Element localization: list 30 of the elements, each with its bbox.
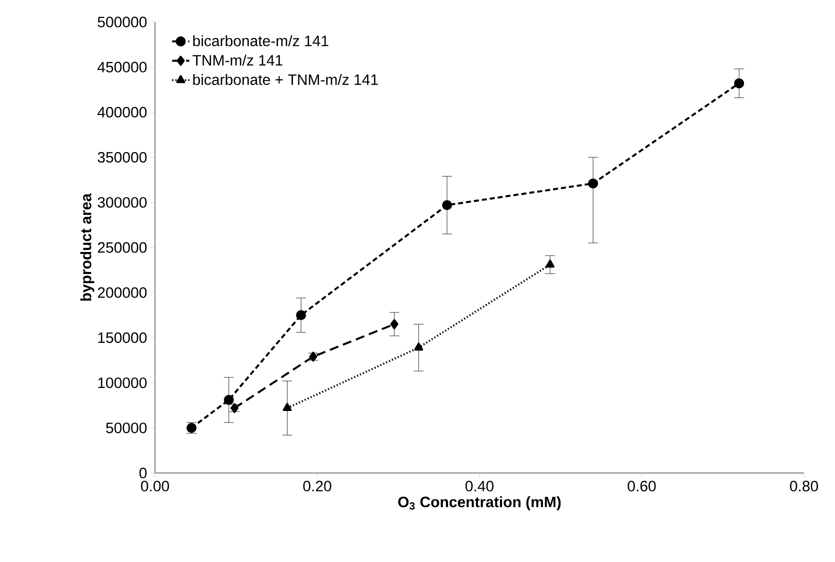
point bbox=[546, 260, 555, 268]
y-tick-label: 150000 bbox=[98, 332, 147, 343]
point bbox=[296, 310, 306, 320]
legend-label: bicarbonate + TNM-m/z 141 bbox=[193, 74, 378, 85]
y-tick-label: 50000 bbox=[106, 422, 147, 434]
x-tick-label: 0.60 bbox=[628, 480, 656, 492]
y-tick-label: 250000 bbox=[98, 242, 147, 253]
x-tick-label: 0.00 bbox=[140, 480, 170, 492]
y-tick-label: 100000 bbox=[98, 377, 147, 388]
point bbox=[734, 78, 744, 88]
point bbox=[282, 403, 292, 412]
text: O$_{3}$ Concentration (mM) bbox=[398, 496, 561, 510]
y-axis-title: byproduct area bbox=[80, 193, 94, 301]
y-tick-label: 450000 bbox=[98, 62, 147, 72]
x-tick-label: 0.40 bbox=[465, 480, 494, 492]
x-tick-label: 0.80 bbox=[790, 480, 818, 492]
y-tick-label: 400000 bbox=[98, 106, 147, 118]
y-tick-label: 300000 bbox=[98, 197, 147, 208]
point bbox=[390, 319, 398, 330]
legend-label: TNM-m/z 141 bbox=[192, 54, 282, 66]
x-tick-label: 0.20 bbox=[303, 480, 332, 492]
legend-label: bicarbonate-m/z 141 bbox=[193, 35, 328, 46]
point bbox=[588, 178, 598, 188]
y-tick-label: 500000 bbox=[98, 16, 147, 28]
y-tick-label: 0 bbox=[139, 468, 147, 478]
y-tick-label: 350000 bbox=[98, 152, 147, 163]
y-tick-label: 200000 bbox=[98, 287, 147, 298]
point bbox=[414, 342, 424, 351]
point bbox=[224, 394, 234, 405]
point bbox=[442, 200, 452, 210]
